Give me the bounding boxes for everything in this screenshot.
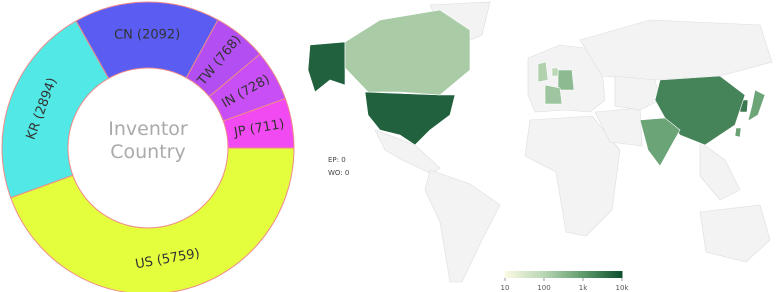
legend-tick-label: 100 — [537, 284, 550, 292]
country — [364, 91, 456, 146]
legend-swatch — [540, 271, 544, 278]
country — [537, 61, 549, 83]
legend-swatch — [583, 271, 588, 278]
country — [551, 67, 559, 77]
legend-swatch — [516, 271, 521, 278]
country — [639, 117, 681, 167]
map-background — [374, 1, 773, 283]
country — [344, 9, 471, 96]
country — [734, 127, 742, 138]
legend-swatch — [545, 271, 550, 278]
legend-swatch — [578, 271, 582, 278]
legend-swatch — [563, 271, 567, 278]
donut-segment — [10, 147, 295, 292]
donut-segment — [1, 20, 110, 199]
center-title: Inventor Country — [108, 118, 188, 163]
legend-swatch — [507, 271, 512, 278]
legend-swatch — [619, 271, 623, 278]
country — [307, 41, 346, 93]
legend-swatch — [607, 271, 611, 278]
legend-swatch — [595, 271, 600, 278]
legend-swatch — [566, 271, 570, 278]
segment-label: CN (2092) — [114, 27, 180, 42]
legend-swatch — [592, 271, 597, 278]
legend-swatch — [586, 271, 591, 278]
legend-swatch — [505, 271, 509, 278]
legend-swatch — [557, 271, 562, 278]
country — [557, 69, 575, 91]
legend-swatch — [513, 271, 518, 278]
legend-swatch — [569, 271, 573, 278]
legend-swatch — [560, 271, 564, 278]
legend-swatch — [510, 271, 515, 278]
legend-swatch — [543, 271, 547, 278]
legend-tick-label: 10k — [616, 284, 630, 292]
legend-swatch — [604, 271, 608, 278]
legend-swatch — [581, 271, 585, 278]
country — [544, 84, 563, 105]
country — [747, 89, 766, 122]
legend-swatch — [525, 271, 529, 278]
legend-swatch — [589, 271, 594, 278]
legend-swatch — [528, 271, 532, 278]
legend-swatch — [531, 271, 535, 278]
legend-swatch — [616, 271, 620, 278]
legend-swatch — [613, 271, 617, 278]
legend-swatch — [575, 271, 579, 278]
legend-swatch — [522, 271, 526, 278]
legend-swatch — [519, 271, 524, 278]
donut-segment — [222, 97, 295, 149]
annotation: EP: 0 — [328, 156, 346, 164]
legend-swatch — [551, 271, 556, 278]
legend-swatch — [610, 271, 614, 278]
legend-swatch — [534, 271, 538, 278]
annotation: WO: 0 — [328, 169, 349, 177]
legend-swatch — [572, 271, 576, 278]
legend-swatch — [601, 271, 605, 278]
legend-swatch — [598, 271, 603, 278]
legend-swatch — [548, 271, 553, 278]
legend-swatch — [554, 271, 559, 278]
legend-tick-label: 10 — [501, 284, 510, 292]
legend-swatch — [537, 271, 541, 278]
legend-tick-label: 1k — [579, 284, 588, 292]
